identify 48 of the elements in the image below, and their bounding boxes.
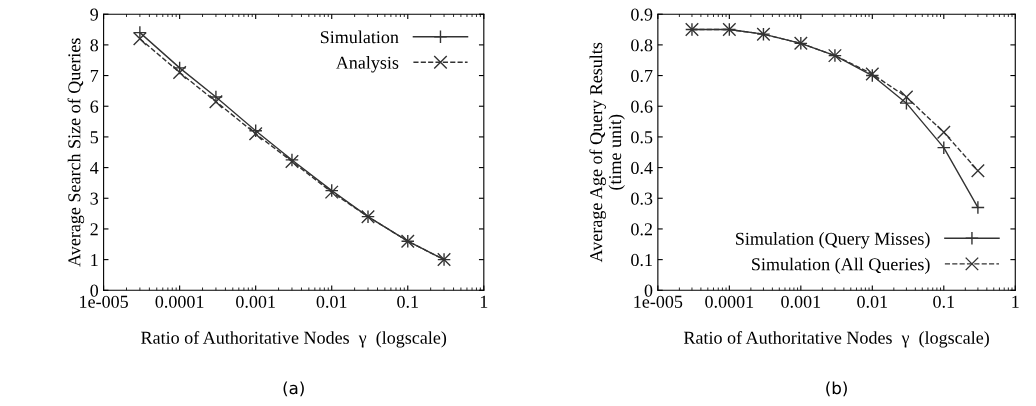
legend-label: Simulation	[320, 30, 399, 44]
y-tick-label: 5	[90, 131, 99, 144]
point	[970, 163, 985, 178]
y-tick-label: 0	[644, 284, 653, 297]
y-axis-title: Average Age of Query Results (time unit)	[589, 42, 625, 263]
x-tick-label: 0.1	[933, 295, 954, 308]
y-tick-label: 2	[90, 223, 98, 236]
text: (a)	[283, 381, 304, 397]
y-axis-title: Average Search Size of Queries	[67, 38, 85, 267]
x-tick-label: 1e-005	[634, 295, 683, 308]
point	[132, 31, 147, 46]
y-tick-label: 0.1	[631, 253, 652, 267]
x-tick-label: 1	[480, 295, 488, 308]
x-tick-label: 0.01	[857, 295, 888, 308]
y-tick-label: 0.6	[631, 100, 653, 113]
point	[208, 94, 223, 109]
y-tick-label: 6	[90, 100, 99, 113]
x-axis-title: Ratio of Authoritative Nodes γ (logscale)	[683, 330, 989, 348]
x-tick-label: 0.001	[781, 295, 821, 308]
y-tick-label: 7	[90, 70, 99, 82]
y-tick-label: 0	[90, 284, 99, 297]
x-tick-label: 1	[1012, 295, 1019, 308]
y-tick-label: 0.2	[631, 223, 652, 236]
y-tick-label: 0.9	[631, 8, 653, 21]
y-tick-label: 0.4	[631, 161, 653, 175]
y-tick-label: 9	[90, 8, 98, 21]
legend-label: Simulation (All Queries)	[752, 257, 930, 275]
y-tick-label: 0.8	[631, 39, 653, 52]
point	[936, 125, 951, 140]
legend-label: Analysis	[335, 56, 399, 73]
y-tick-label: 0.3	[631, 192, 653, 205]
x-tick-label: 0.001	[236, 295, 275, 308]
y-tick-label: 1	[91, 253, 98, 266]
y-tick-label: 8	[90, 39, 99, 52]
x-tick-label: 0.01	[316, 295, 347, 308]
y-tick-label: 0.7	[631, 69, 653, 83]
x-tick-label: 0.1	[397, 295, 418, 308]
legend-label: Simulation (Query Misses)	[736, 232, 930, 249]
x-tick-label: 0.0001	[705, 295, 754, 308]
point	[172, 65, 187, 80]
y-tick-label: 3	[90, 192, 99, 205]
x-axis-title: Ratio of Authoritative Nodes γ (logscale)	[141, 330, 447, 348]
point	[970, 200, 985, 215]
x-tick-label: 0.0001	[155, 295, 204, 308]
y-tick-label: 0.5	[631, 131, 653, 144]
y-tick-label: 4	[90, 161, 99, 174]
x-tick-label: 1e-005	[80, 295, 128, 308]
text: (b)	[826, 381, 847, 397]
